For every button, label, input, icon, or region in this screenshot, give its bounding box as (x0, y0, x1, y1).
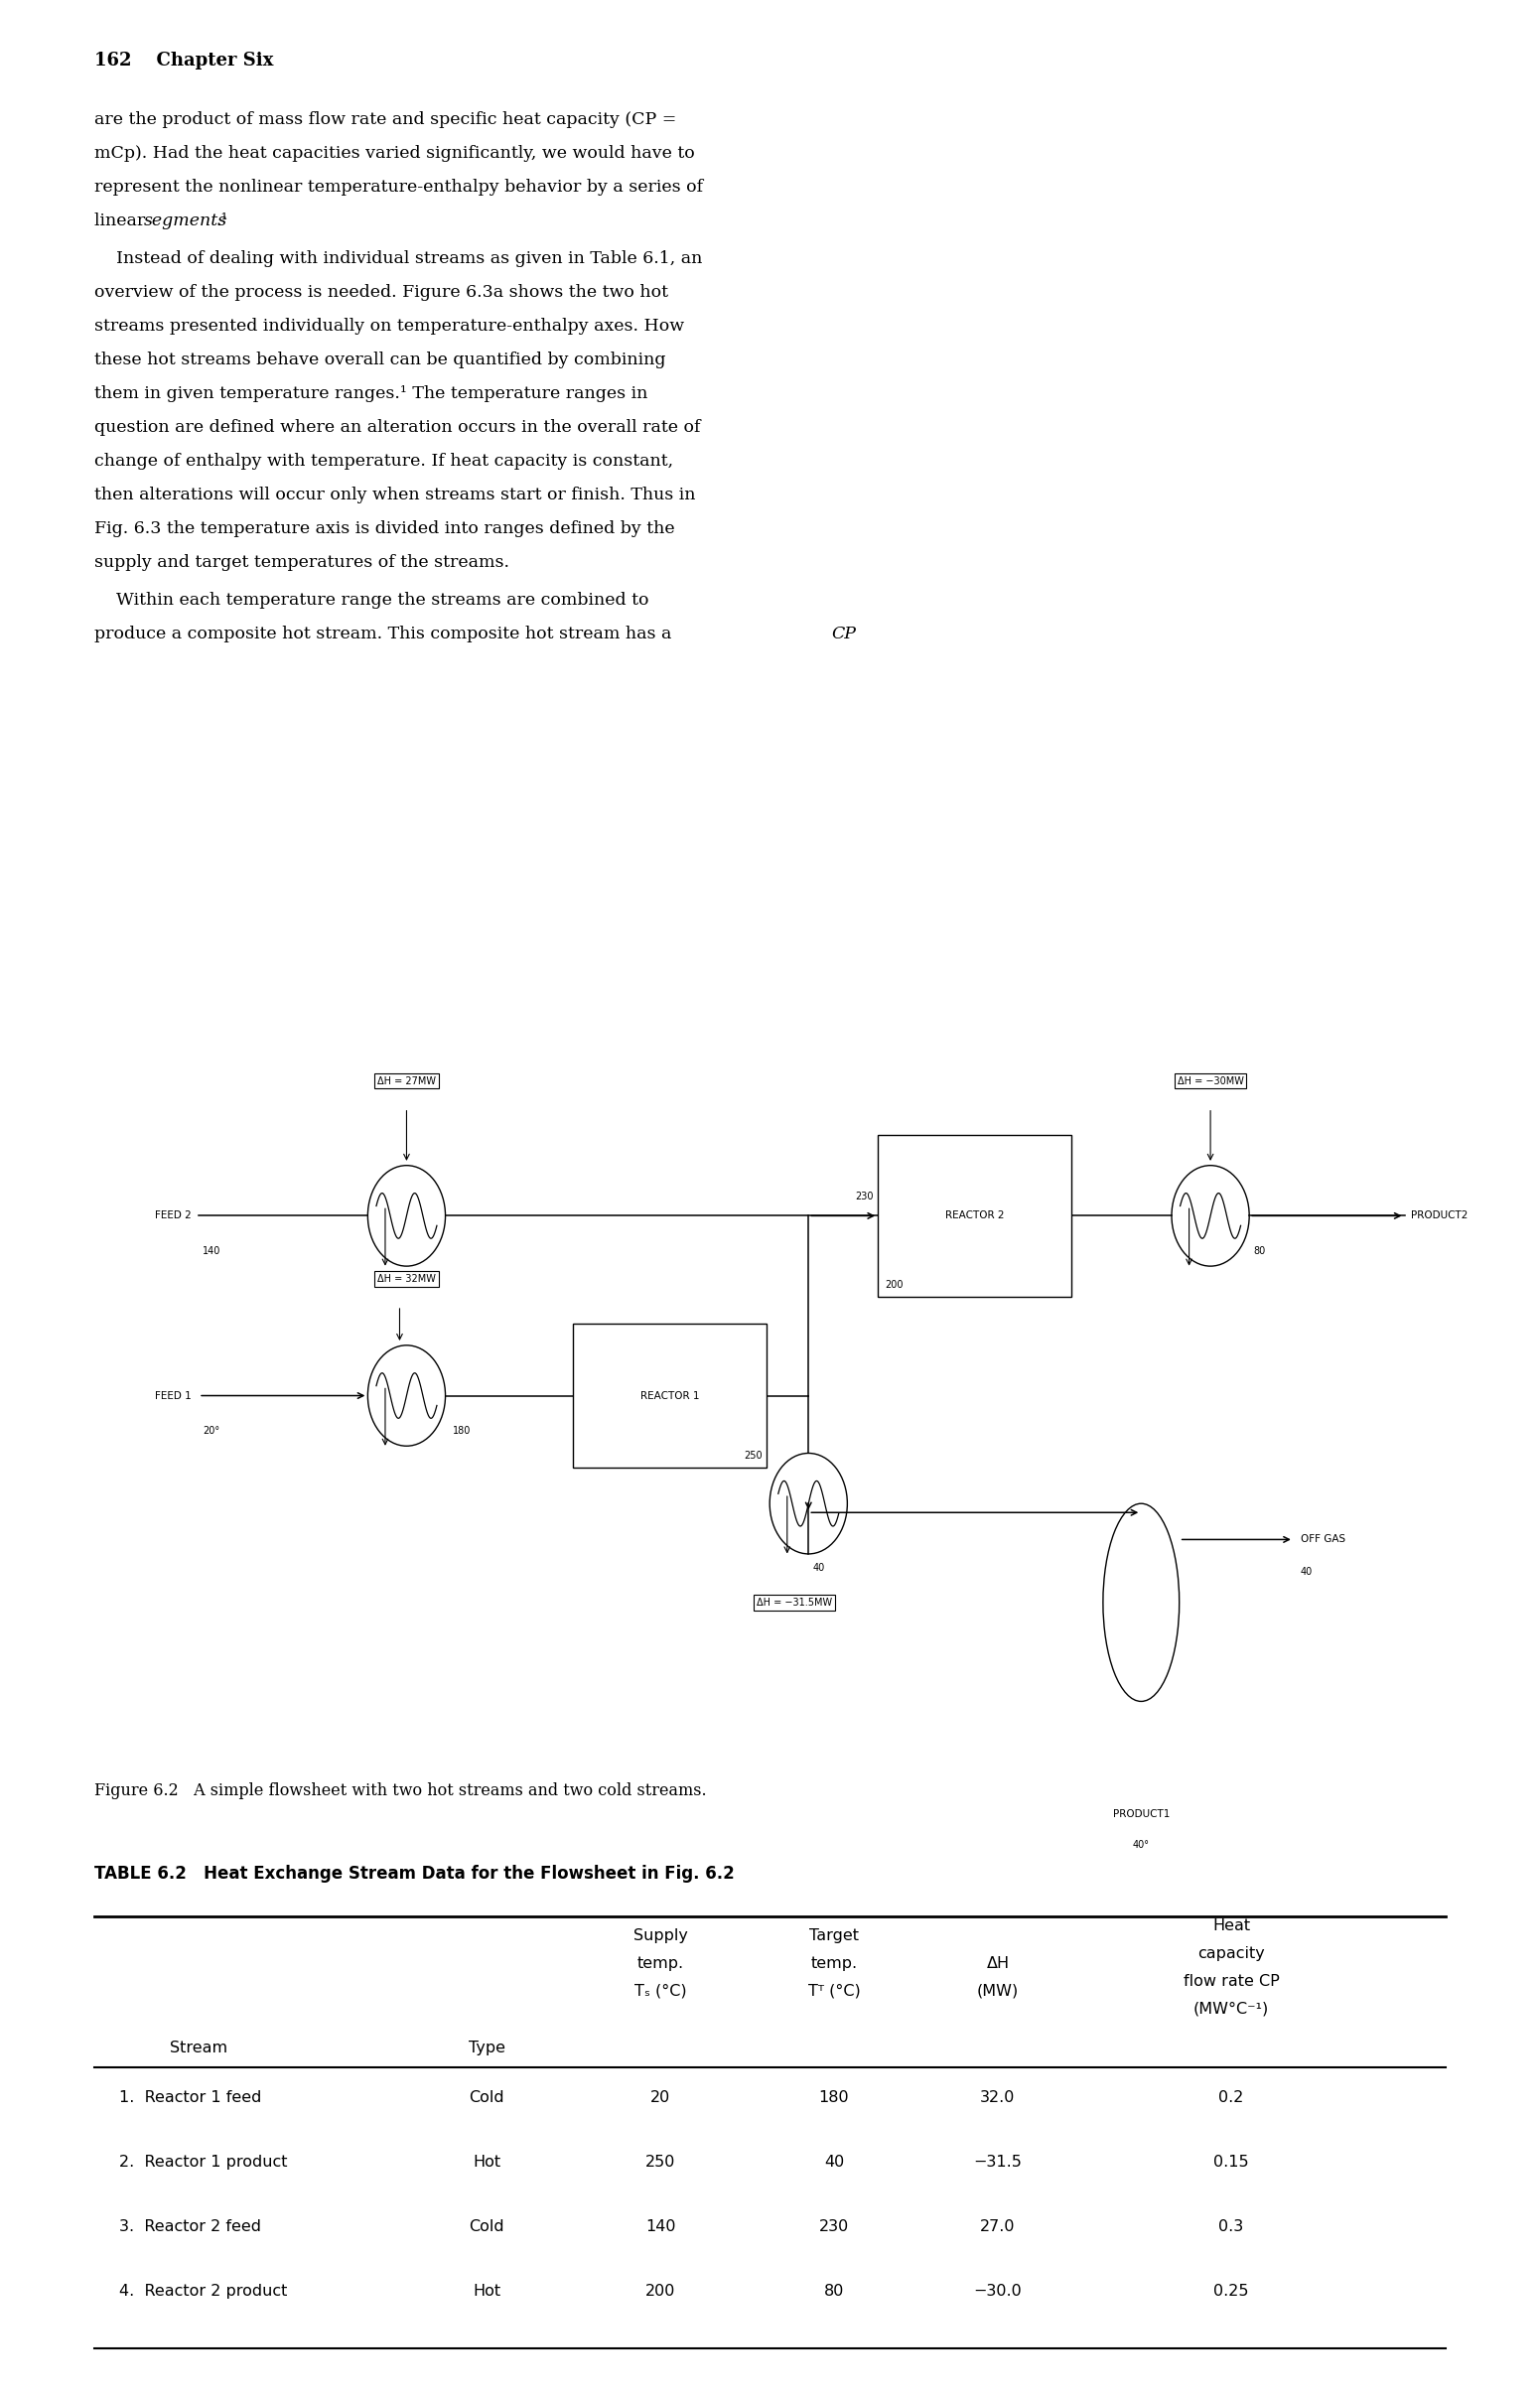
Text: 40: 40 (824, 2156, 844, 2170)
Text: ΔH: ΔH (987, 1957, 1009, 1971)
Text: REACTOR 2: REACTOR 2 (946, 1211, 1004, 1221)
Text: ΔH = 32MW: ΔH = 32MW (377, 1273, 436, 1283)
Text: 20°: 20° (203, 1427, 220, 1436)
Text: Supply: Supply (633, 1928, 687, 1942)
Text: 200: 200 (884, 1281, 902, 1290)
Text: question are defined where an alteration occurs in the overall rate of: question are defined where an alteration… (94, 420, 701, 436)
Text: 250: 250 (744, 1451, 762, 1460)
Text: 250: 250 (645, 2156, 676, 2170)
Text: 230: 230 (819, 2218, 849, 2235)
Text: overview of the process is needed. Figure 6.3a shows the two hot: overview of the process is needed. Figur… (94, 283, 668, 300)
Text: REACTOR 1: REACTOR 1 (641, 1391, 699, 1400)
Text: −31.5: −31.5 (973, 2156, 1023, 2170)
Text: 80: 80 (824, 2283, 844, 2300)
Bar (573, 1324, 767, 1468)
Text: supply and target temperatures of the streams.: supply and target temperatures of the st… (94, 554, 510, 571)
Text: Hot: Hot (473, 2283, 500, 2300)
Text: are the product of mass flow rate and specific heat capacity (CP =: are the product of mass flow rate and sp… (94, 110, 676, 127)
Text: segments: segments (143, 213, 228, 230)
Text: flow rate CP: flow rate CP (1183, 1974, 1280, 1988)
Text: (MW): (MW) (976, 1983, 1019, 2000)
Text: 80: 80 (1254, 1247, 1266, 1257)
Text: Tₛ (°C): Tₛ (°C) (634, 1983, 687, 2000)
Text: 0.15: 0.15 (1214, 2156, 1249, 2170)
Text: 27.0: 27.0 (981, 2218, 1015, 2235)
Text: FEED 2: FEED 2 (156, 1211, 192, 1221)
Text: −30.0: −30.0 (973, 2283, 1023, 2300)
Text: CP: CP (832, 626, 856, 643)
Text: 0.25: 0.25 (1214, 2283, 1249, 2300)
Text: (MW°C⁻¹): (MW°C⁻¹) (1194, 2002, 1269, 2017)
Text: Target: Target (809, 1928, 859, 1942)
Text: 1.  Reactor 1 feed: 1. Reactor 1 feed (119, 2091, 262, 2105)
Text: Cold: Cold (468, 2218, 504, 2235)
Text: 230: 230 (855, 1192, 873, 1201)
Text: Hot: Hot (473, 2156, 500, 2170)
Text: PRODUCT1: PRODUCT1 (1113, 1808, 1169, 1820)
Text: 20: 20 (650, 2091, 670, 2105)
Text: TABLE 6.2   Heat Exchange Stream Data for the Flowsheet in Fig. 6.2: TABLE 6.2 Heat Exchange Stream Data for … (94, 1866, 735, 1882)
Text: Instead of dealing with individual streams as given in Table 6.1, an: Instead of dealing with individual strea… (94, 249, 702, 266)
Text: 140: 140 (645, 2218, 676, 2235)
Text: Heat: Heat (1212, 1918, 1250, 1933)
Text: 0.2: 0.2 (1218, 2091, 1244, 2105)
Bar (878, 1134, 1072, 1297)
Text: produce a composite hot stream. This composite hot stream has a: produce a composite hot stream. This com… (94, 626, 678, 643)
Text: Tᵀ (°C): Tᵀ (°C) (809, 1983, 861, 2000)
Text: 40°: 40° (1133, 1839, 1149, 1849)
Text: Stream: Stream (169, 2041, 228, 2055)
Text: 180: 180 (819, 2091, 849, 2105)
Text: 4.  Reactor 2 product: 4. Reactor 2 product (119, 2283, 288, 2300)
Text: linear: linear (94, 213, 151, 230)
Text: temp.: temp. (638, 1957, 684, 1971)
Text: 40: 40 (813, 1563, 825, 1573)
Text: 180: 180 (453, 1427, 471, 1436)
Text: 32.0: 32.0 (981, 2091, 1015, 2105)
Text: represent the nonlinear temperature-enthalpy behavior by a series of: represent the nonlinear temperature-enth… (94, 180, 704, 197)
Text: 3.  Reactor 2 feed: 3. Reactor 2 feed (119, 2218, 262, 2235)
Text: FEED 1: FEED 1 (156, 1391, 192, 1400)
Text: 0.3: 0.3 (1218, 2218, 1244, 2235)
Text: .¹: .¹ (216, 213, 228, 230)
Text: Type: Type (468, 2041, 505, 2055)
Text: ΔH = 27MW: ΔH = 27MW (377, 1077, 436, 1086)
Text: 2.  Reactor 1 product: 2. Reactor 1 product (119, 2156, 288, 2170)
Text: OFF GAS: OFF GAS (1301, 1535, 1346, 1544)
Text: Fig. 6.3 the temperature axis is divided into ranges defined by the: Fig. 6.3 the temperature axis is divided… (94, 520, 675, 537)
Text: 40: 40 (1301, 1566, 1312, 1575)
Text: capacity: capacity (1198, 1947, 1264, 1962)
Text: Within each temperature range the streams are combined to: Within each temperature range the stream… (94, 592, 648, 609)
Text: streams presented individually on temperature-enthalpy axes. How: streams presented individually on temper… (94, 319, 684, 336)
Text: temp.: temp. (810, 1957, 858, 1971)
Text: 140: 140 (203, 1247, 222, 1257)
Text: Cold: Cold (468, 2091, 504, 2105)
Text: ΔH = −31.5MW: ΔH = −31.5MW (756, 1597, 833, 1607)
Text: ΔH = −30MW: ΔH = −30MW (1177, 1077, 1244, 1086)
Text: these hot streams behave overall can be quantified by combining: these hot streams behave overall can be … (94, 353, 665, 369)
Text: PRODUCT2: PRODUCT2 (1412, 1211, 1468, 1221)
Text: change of enthalpy with temperature. If heat capacity is constant,: change of enthalpy with temperature. If … (94, 453, 673, 470)
Text: mCp). Had the heat capacities varied significantly, we would have to: mCp). Had the heat capacities varied sig… (94, 144, 695, 161)
Text: them in given temperature ranges.¹ The temperature ranges in: them in given temperature ranges.¹ The t… (94, 386, 648, 403)
Text: then alterations will occur only when streams start or finish. Thus in: then alterations will occur only when st… (94, 487, 696, 504)
Text: 162    Chapter Six: 162 Chapter Six (94, 53, 274, 70)
Text: 200: 200 (645, 2283, 676, 2300)
Text: Figure 6.2   A simple flowsheet with two hot streams and two cold streams.: Figure 6.2 A simple flowsheet with two h… (94, 1782, 707, 1798)
